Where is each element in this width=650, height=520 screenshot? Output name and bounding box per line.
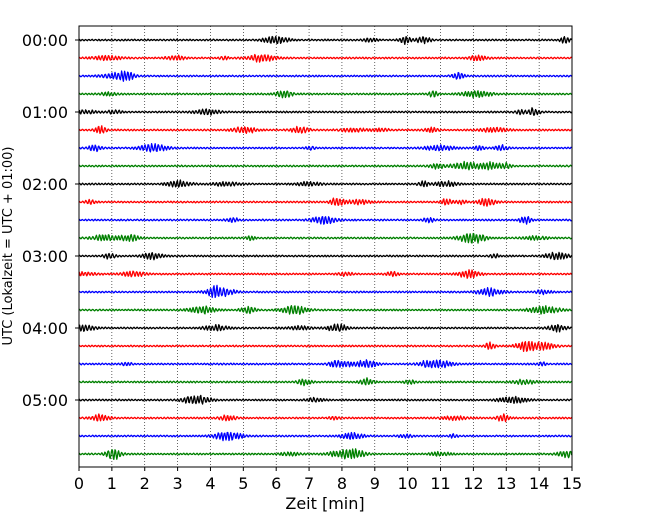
y-tick-label: 02:00 [22,175,68,194]
y-tick-label: 04:00 [22,319,68,338]
seismogram-trace [78,359,573,369]
seismogram-trace [78,160,573,171]
seismogram-trace [78,179,572,188]
x-tick-label: 7 [304,474,314,493]
seismogram-trace [78,90,573,99]
x-axis-label: Zeit [min] [285,494,364,513]
seismogram-trace [78,448,573,461]
x-axis-ticks: 0 1 2 3 4 5 6 7 8 9 10 11 12 13 14 15 [74,467,582,493]
x-tick-label: 9 [370,474,380,493]
x-tick-label: 3 [173,474,183,493]
x-tick-label: 12 [463,474,483,493]
x-tick-label: 6 [271,474,281,493]
seismogram-trace [78,53,573,63]
seismogram-trace [78,394,573,405]
seismogram-trace [78,142,572,153]
x-tick-label: 1 [107,474,117,493]
seismogram-trace [78,305,572,315]
y-axis-label: UTC (Lokalzeit = UTC + 01:00) [1,147,16,346]
seismogram-trace [78,216,573,225]
y-tick-label: 01:00 [22,103,68,122]
y-axis-ticks: 00:00 01:00 02:00 03:00 04:00 05:00 [22,31,79,410]
x-tick-label: 8 [337,474,347,493]
x-tick-label: 15 [562,474,582,493]
x-tick-label: 4 [205,474,215,493]
y-tick-label: 03:00 [22,247,68,266]
seismogram-trace [78,284,573,299]
seismogram-trace [78,377,572,387]
seismogram-trace [78,340,573,353]
trace-group [78,35,573,461]
y-tick-label: 05:00 [22,391,68,410]
seismogram-trace [78,269,573,279]
seismogram-trace [78,125,573,135]
seismogram-trace [78,197,572,207]
x-tick-label: 14 [529,474,549,493]
plot-frame [78,25,573,468]
seismogram-trace [78,35,573,45]
y-tick-label: 00:00 [22,31,68,50]
seismogram-trace [78,431,573,442]
seismogram-trace [78,70,573,82]
seismogram-trace [78,107,573,116]
x-tick-label: 13 [496,474,516,493]
x-tick-label: 2 [140,474,150,493]
x-tick-label: 0 [74,474,84,493]
seismogram-trace [78,232,573,244]
seismogram-trace [78,251,573,261]
seismogram-trace [78,413,573,423]
plot-background [79,26,572,467]
x-tick-label: 5 [238,474,248,493]
x-tick-label: 11 [430,474,450,493]
seismogram-trace [78,323,573,333]
x-tick-label: 10 [397,474,417,493]
